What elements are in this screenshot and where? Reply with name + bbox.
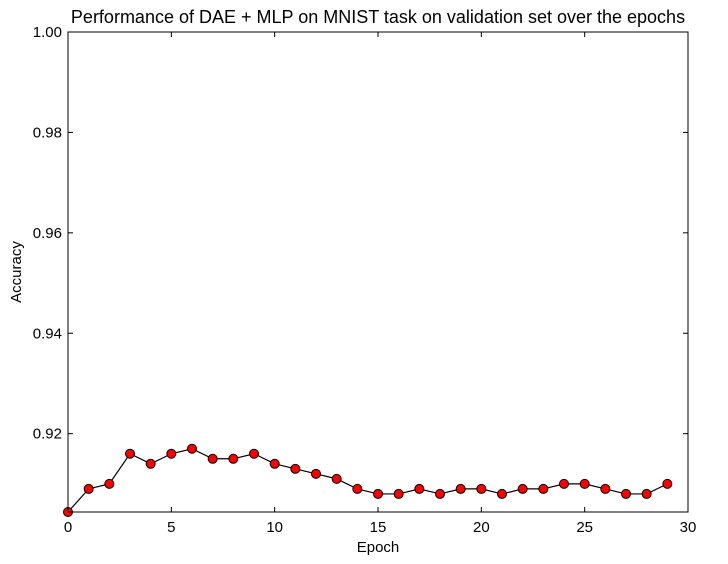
data-point (352, 483, 363, 494)
x-tick-label: 10 (266, 519, 283, 536)
data-point (249, 448, 259, 459)
data-point (207, 453, 218, 464)
x-tick-label: 20 (473, 519, 490, 536)
data-point (166, 448, 177, 459)
data-point (455, 483, 466, 494)
data-point (538, 483, 549, 494)
y-tick-label: 0.98 (33, 124, 62, 141)
data-point (662, 478, 673, 489)
x-tick-label: 30 (680, 519, 697, 536)
chart-title: Performance of DAE + MLP on MNIST task o… (71, 7, 685, 27)
y-tick-label: 1.00 (33, 24, 62, 41)
x-tick-label: 15 (370, 519, 387, 536)
data-point (145, 458, 156, 469)
x-tick-label: 0 (64, 519, 72, 536)
data-point (290, 463, 301, 474)
data-point (621, 488, 631, 499)
y-tick-label: 0.94 (33, 325, 62, 342)
data-point (228, 453, 239, 464)
x-tick-label: 25 (576, 519, 593, 536)
data-point (104, 478, 115, 489)
y-tick-label: 0.92 (33, 426, 62, 443)
data-point (600, 483, 611, 494)
data-point (559, 478, 569, 489)
data-point (435, 488, 445, 499)
y-axis: 0.92 0.94 0.96 0.98 1.00 (33, 24, 688, 443)
plot-area (63, 443, 673, 517)
series-line (67, 448, 668, 513)
data-point (373, 488, 383, 499)
y-axis-label: Accuracy (8, 241, 25, 303)
x-axis-label: Epoch (357, 539, 400, 556)
data-point (83, 483, 94, 494)
data-point (125, 448, 135, 459)
data-point (579, 478, 590, 489)
x-axis: 0 5 10 15 20 25 30 (64, 32, 697, 536)
data-point (517, 483, 528, 494)
x-tick-label: 5 (167, 519, 175, 536)
data-point (269, 458, 280, 469)
data-point (393, 488, 404, 499)
data-point (497, 488, 507, 499)
data-point (476, 483, 487, 494)
data-point (331, 473, 342, 484)
data-point (414, 483, 425, 494)
data-point (641, 488, 652, 499)
y-tick-label: 0.96 (33, 225, 62, 242)
data-point (187, 443, 197, 454)
data-point (311, 468, 321, 479)
plot-frame (67, 31, 689, 513)
